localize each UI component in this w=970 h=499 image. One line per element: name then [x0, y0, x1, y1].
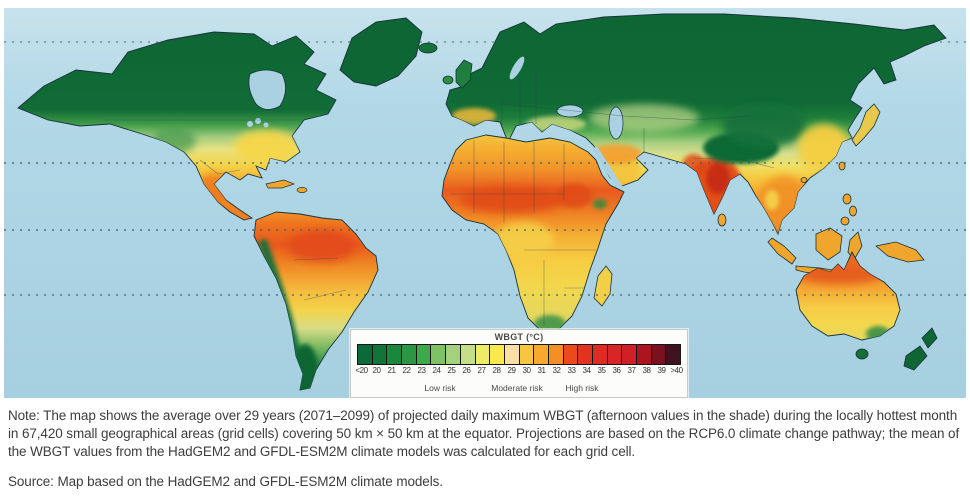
legend-cell-39 [650, 344, 667, 365]
caspian-sea [608, 106, 624, 140]
risk-band-moderate: Moderate risk [491, 383, 543, 393]
legend-cell-27 [474, 344, 491, 365]
islands [442, 59, 925, 277]
legend-tick-labels: <20 20 21 22 23 24 25 26 27 28 29 30 31 32 33 34 35 36 37 3… [354, 366, 684, 375]
legend-tick-label: 26 [462, 366, 471, 375]
legend-tick-label: 27 [477, 366, 486, 375]
legend-cell-36 [606, 344, 623, 365]
legend-tick-label: 33 [567, 366, 576, 375]
new-zealand-north [921, 327, 938, 349]
country-borders [104, 68, 775, 366]
legend-tick-label: 38 [642, 366, 651, 375]
legend-tick-label: 25 [447, 366, 456, 375]
map-legend: WBGT (°C) <20 20 21 22 23 24 25 26 27 28 29 30 31 32 3… [350, 329, 688, 398]
legend-cell-34 [577, 344, 593, 365]
borneo [815, 227, 843, 261]
tasmania [855, 348, 869, 360]
new-guinea [875, 241, 925, 263]
legend-cell-30 [518, 344, 535, 365]
legend-tick-label: 37 [627, 366, 636, 375]
hudson-bay [248, 69, 286, 110]
legend-cell-25 [445, 344, 461, 365]
cuba [265, 179, 296, 189]
legend-cell-22 [401, 344, 417, 365]
legend-tick-label: <20 [355, 366, 368, 375]
legend-tick-label: 36 [612, 366, 621, 375]
source-text: Source: Map based on the HadGEM2 and GFD… [8, 473, 443, 489]
risk-band-low: Low risk [424, 383, 456, 393]
legend-cell-35 [592, 344, 608, 365]
legend-cell-21 [386, 344, 403, 365]
continent-north-america [17, 31, 337, 221]
japan [851, 103, 881, 147]
legend-cell-29 [503, 344, 520, 365]
legend-risk-bands: Low risk Moderate risk High risk [351, 383, 687, 395]
ireland [442, 75, 454, 85]
legend-tick-label: 32 [552, 366, 561, 375]
legend-cell-23 [415, 344, 432, 365]
sumatra [767, 237, 797, 265]
legend-tick-label: 39 [657, 366, 666, 375]
legend-cell-<20 [357, 344, 373, 365]
legend-cell-20 [371, 344, 388, 365]
legend-tick-label: 35 [597, 366, 606, 375]
legend-cell-28 [489, 344, 505, 365]
legend-cell-33 [562, 344, 579, 365]
legend-cell-26 [459, 344, 476, 365]
legend-tick-label: 29 [507, 366, 516, 375]
note-text: Note: The map shows the average over 29 … [8, 408, 960, 459]
madagascar [593, 265, 613, 307]
red-sea [593, 147, 623, 191]
legend-tick-label: 21 [387, 366, 396, 375]
legend-tick-label: >40 [670, 366, 683, 375]
legend-cell-32 [547, 344, 564, 365]
legend-tick-label: 23 [417, 366, 426, 375]
legend-title: WBGT (°C) [494, 332, 544, 342]
legend-tick-label: 24 [432, 366, 441, 375]
baltic-sea [509, 56, 525, 80]
legend-color-bar [357, 344, 682, 365]
figure-notes: Note: The map shows the average over 29 … [8, 407, 962, 489]
legend-tick-label: 34 [582, 366, 591, 375]
continent-australia [795, 251, 938, 371]
great-britain [455, 59, 473, 89]
taiwan [838, 161, 846, 171]
legend-tick-label: 20 [372, 366, 381, 375]
risk-band-high: High risk [565, 383, 599, 393]
black-sea [556, 104, 584, 118]
latitude-lines [4, 162, 966, 296]
legend-cell-38 [636, 344, 652, 365]
iceland [418, 42, 438, 54]
legend-tick-label: 28 [492, 366, 501, 375]
legend-tick-label: 31 [537, 366, 546, 375]
legend-cell-31 [533, 344, 549, 365]
wbgt-world-map: WBGT (°C) <20 20 21 22 23 24 25 26 27 28 29 30 31 32 3… [4, 8, 966, 398]
continent-africa [441, 134, 625, 333]
sri-lanka [717, 213, 727, 227]
legend-cell-37 [621, 344, 638, 365]
new-zealand-south [903, 345, 928, 371]
legend-tick-label: 30 [522, 366, 531, 375]
legend-tick-label: 22 [402, 366, 411, 375]
philippines [840, 216, 850, 226]
legend-cell-24 [430, 344, 447, 365]
legend-cell->40 [665, 344, 682, 365]
